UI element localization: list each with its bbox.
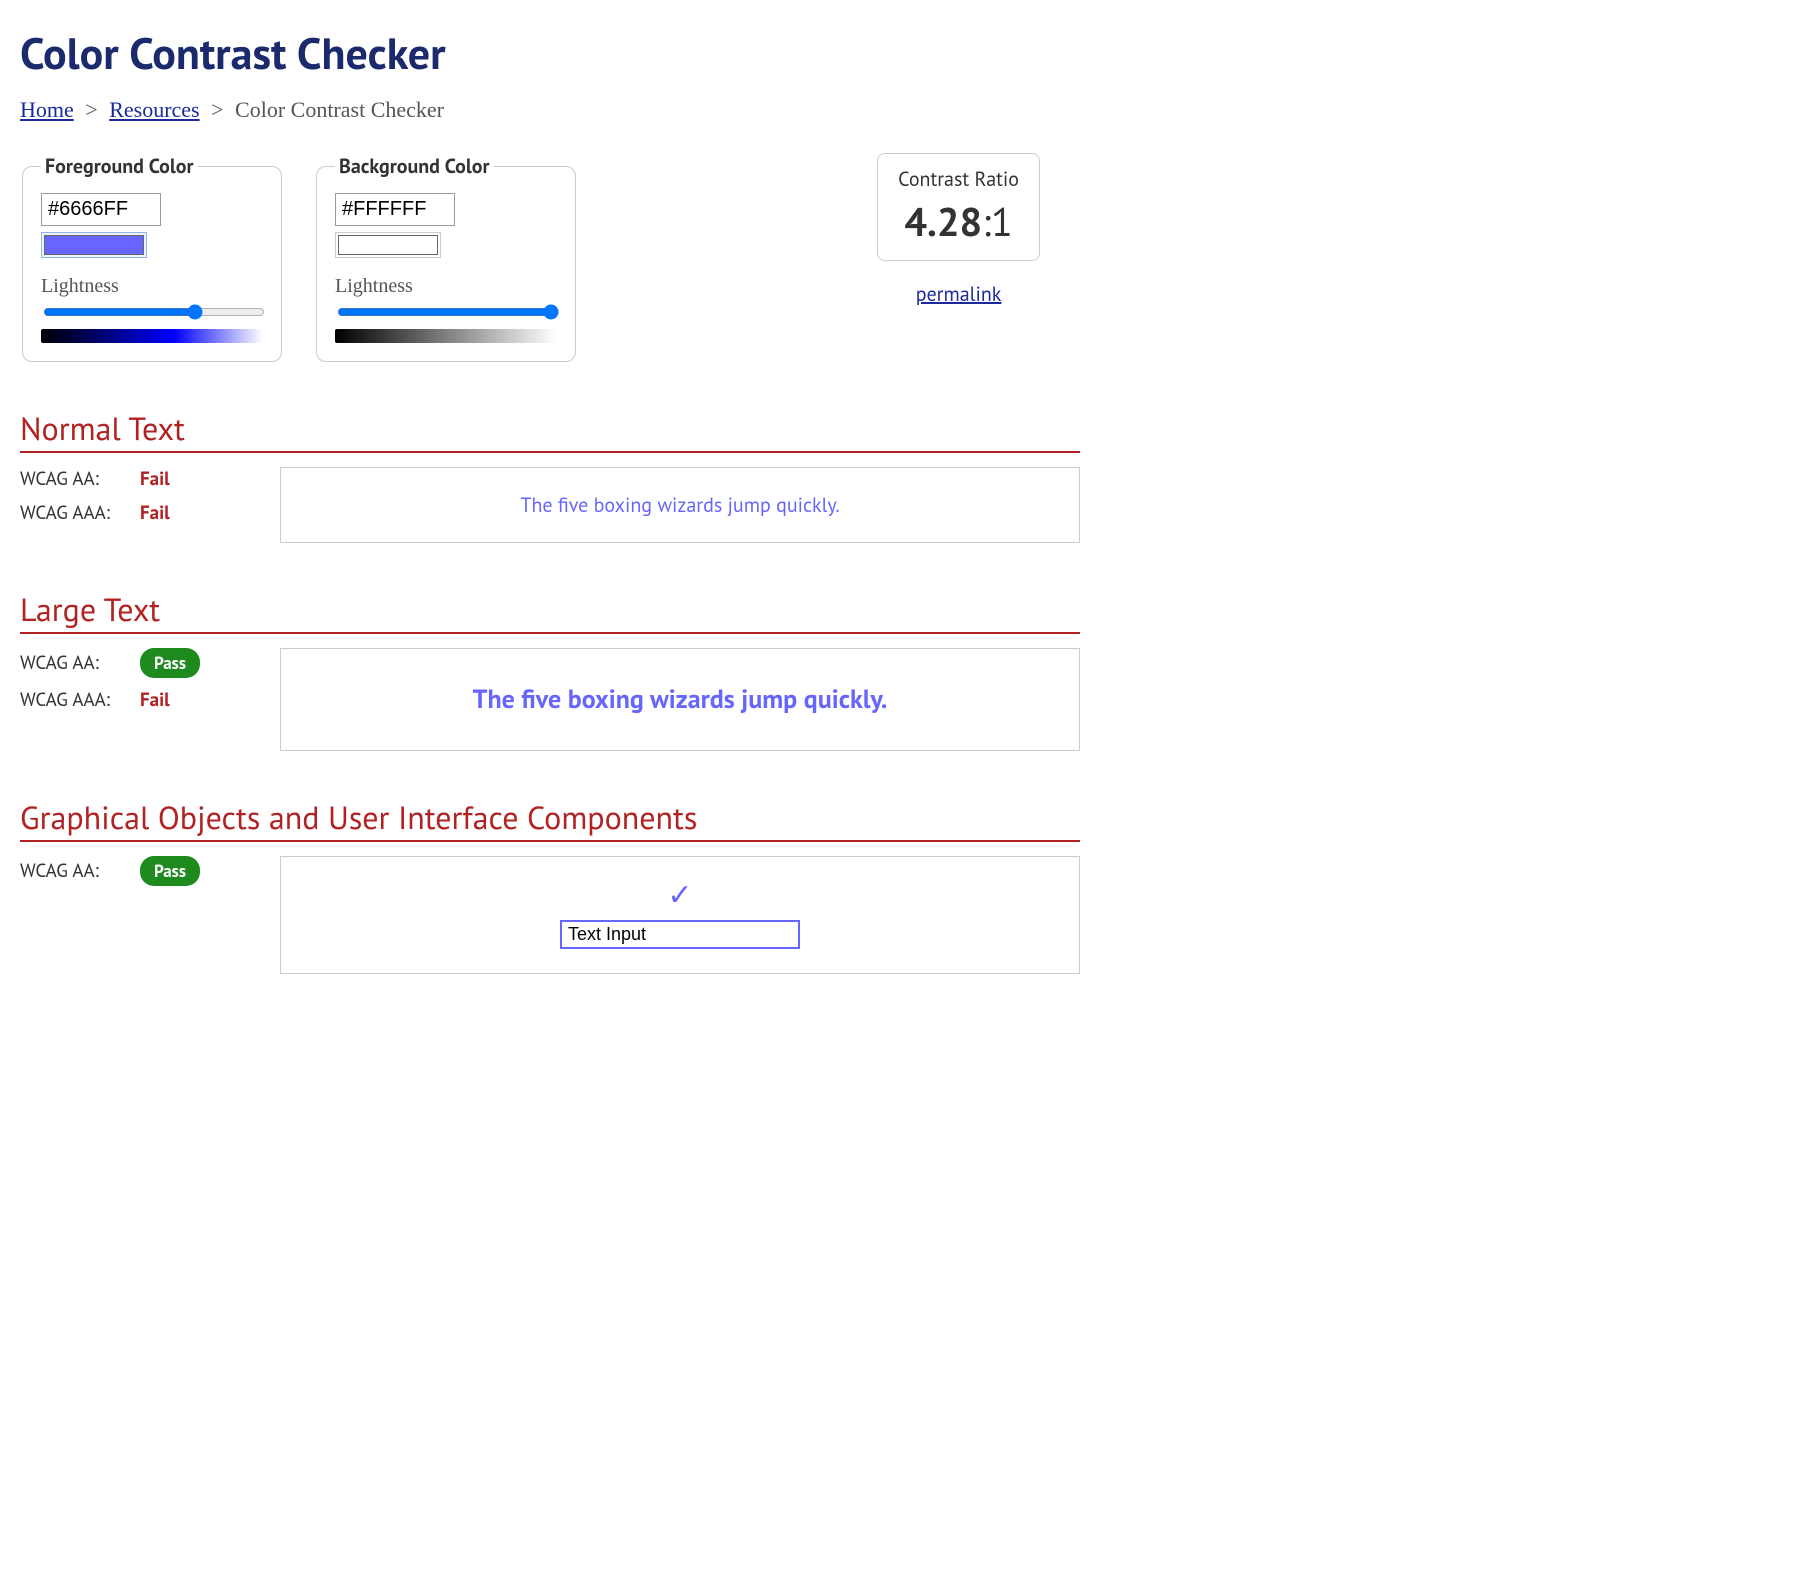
foreground-gradient-bar — [41, 329, 263, 343]
foreground-hex-input[interactable] — [41, 193, 161, 226]
gui-aa-result: Pass — [140, 856, 200, 886]
gui-aa-label: WCAG AA: — [20, 859, 140, 883]
section-rule — [20, 451, 1080, 453]
background-lightness-slider[interactable] — [337, 304, 559, 320]
foreground-lightness-slider[interactable] — [43, 304, 265, 320]
ratio-suffix: :1 — [982, 196, 1013, 248]
breadcrumb-resources[interactable]: Resources — [109, 97, 199, 122]
page-title: Color Contrast Checker — [20, 25, 1080, 82]
permalink-link[interactable]: permalink — [877, 281, 1040, 307]
foreground-swatch-frame — [41, 232, 147, 258]
contrast-ratio-label: Contrast Ratio — [898, 166, 1019, 192]
breadcrumb-current: Color Contrast Checker — [235, 97, 444, 122]
normal-aaa-label: WCAG AAA: — [20, 501, 140, 525]
demo-text-input[interactable] — [560, 920, 800, 949]
breadcrumb-sep: > — [85, 97, 97, 122]
background-fieldset: Background Color Lightness — [316, 153, 576, 362]
large-aa-label: WCAG AA: — [20, 651, 140, 675]
normal-aa-result: Fail — [140, 467, 170, 491]
gui-sample-box: ✓ — [280, 856, 1080, 974]
normal-aaa-result: Fail — [140, 501, 170, 525]
breadcrumb: Home > Resources > Color Contrast Checke… — [20, 97, 1080, 123]
section-rule — [20, 840, 1080, 842]
background-gradient-bar — [335, 329, 557, 343]
gui-heading: Graphical Objects and User Interface Com… — [20, 796, 1080, 838]
section-rule — [20, 632, 1080, 634]
contrast-ratio-box: Contrast Ratio 4.28:1 — [877, 153, 1040, 261]
foreground-swatch[interactable] — [44, 235, 144, 255]
breadcrumb-home[interactable]: Home — [20, 97, 74, 122]
foreground-fieldset: Foreground Color Lightness — [22, 153, 282, 362]
normal-text-heading: Normal Text — [20, 407, 1080, 449]
foreground-lightness-label: Lightness — [41, 275, 263, 298]
background-lightness-label: Lightness — [335, 275, 557, 298]
large-aaa-result: Fail — [140, 688, 170, 712]
large-text-heading: Large Text — [20, 588, 1080, 630]
normal-aa-label: WCAG AA: — [20, 467, 140, 491]
background-swatch-frame — [335, 232, 441, 258]
breadcrumb-sep: > — [211, 97, 223, 122]
large-sample-box[interactable]: The five boxing wizards jump quickly. — [280, 648, 1080, 751]
background-swatch[interactable] — [338, 235, 438, 255]
ratio-number: 4.28 — [904, 196, 982, 248]
large-aaa-label: WCAG AAA: — [20, 688, 140, 712]
checkmark-icon: ✓ — [291, 875, 1069, 914]
background-hex-input[interactable] — [335, 193, 455, 226]
background-legend: Background Color — [335, 153, 494, 179]
contrast-ratio-value: 4.28:1 — [898, 196, 1019, 248]
foreground-legend: Foreground Color — [41, 153, 198, 179]
normal-sample-box[interactable]: The five boxing wizards jump quickly. — [280, 467, 1080, 543]
large-aa-result: Pass — [140, 648, 200, 678]
